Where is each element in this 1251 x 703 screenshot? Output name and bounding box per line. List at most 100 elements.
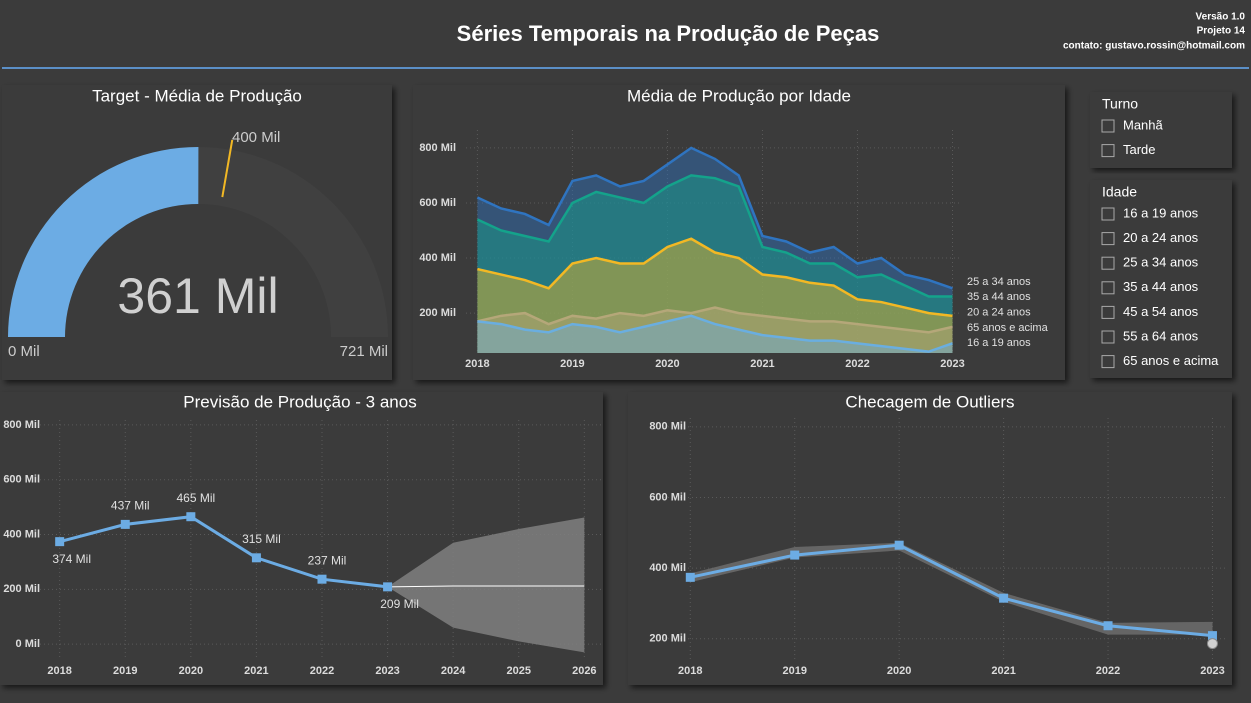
x-tick-label: 2020 bbox=[887, 665, 911, 677]
data-label: 315 Mil bbox=[242, 532, 281, 546]
data-label: 374 Mil bbox=[52, 552, 91, 566]
x-tick-label: 2019 bbox=[113, 665, 137, 677]
gauge-max: 721 Mil bbox=[340, 343, 388, 360]
area bbox=[477, 147, 953, 353]
x-tick-label: 2026 bbox=[572, 665, 596, 677]
y-tick-label: 200 Mil bbox=[649, 633, 686, 645]
marker bbox=[790, 550, 800, 560]
slicer-item[interactable]: 25 a 34 anos bbox=[1123, 255, 1199, 270]
y-tick-label: 200 Mil bbox=[419, 307, 456, 319]
project: Projeto 14 bbox=[1197, 26, 1246, 37]
slicer-item[interactable]: 65 anos e acima bbox=[1123, 353, 1219, 368]
x-tick-label: 2021 bbox=[991, 665, 1015, 677]
checkbox[interactable] bbox=[1101, 330, 1115, 344]
gauge-fill bbox=[8, 147, 199, 337]
gauge-min: 0 Mil bbox=[8, 343, 40, 360]
x-tick-label: 2021 bbox=[750, 358, 774, 370]
x-tick-label: 2020 bbox=[655, 358, 679, 370]
slicer-item[interactable]: 16 a 19 anos bbox=[1123, 205, 1199, 220]
marker bbox=[1207, 631, 1217, 641]
marker bbox=[251, 553, 261, 563]
version: Versão 1.0 bbox=[1196, 12, 1246, 23]
marker bbox=[999, 593, 1009, 603]
checkbox[interactable] bbox=[1101, 232, 1115, 246]
checkbox[interactable] bbox=[1101, 144, 1115, 158]
series-label: 25 a 34 anos bbox=[967, 276, 1031, 288]
y-tick-label: 400 Mil bbox=[649, 562, 686, 574]
marker bbox=[120, 519, 130, 529]
forecast-band bbox=[387, 517, 585, 653]
x-tick-label: 2023 bbox=[375, 665, 399, 677]
checkbox[interactable] bbox=[1101, 119, 1115, 133]
marker bbox=[55, 537, 65, 547]
line bbox=[477, 306, 953, 334]
slicer-item[interactable]: Manhã bbox=[1123, 117, 1164, 132]
outlier bbox=[1206, 638, 1218, 650]
marker bbox=[1103, 621, 1113, 631]
y-tick-label: 800 Mil bbox=[3, 419, 40, 431]
chart-title: Previsão de Produção - 3 anos bbox=[183, 392, 416, 411]
x-tick-label: 2025 bbox=[507, 665, 531, 677]
area bbox=[477, 175, 953, 353]
x-tick-label: 2018 bbox=[47, 665, 71, 677]
x-tick-label: 2019 bbox=[560, 358, 584, 370]
chart-title: Checagem de Outliers bbox=[845, 392, 1014, 411]
area bbox=[477, 238, 953, 353]
y-tick-label: 600 Mil bbox=[3, 474, 40, 486]
y-tick-label: 400 Mil bbox=[419, 252, 456, 264]
y-tick-label: 800 Mil bbox=[419, 142, 456, 154]
line bbox=[476, 174, 953, 298]
y-tick-label: 200 Mil bbox=[3, 583, 40, 595]
x-tick-label: 2022 bbox=[310, 665, 334, 677]
y-tick-label: 400 Mil bbox=[3, 528, 40, 540]
slicer-item[interactable]: Tarde bbox=[1123, 142, 1156, 157]
slicer-item[interactable]: 20 a 24 anos bbox=[1123, 230, 1199, 245]
x-tick-label: 2023 bbox=[940, 358, 964, 370]
x-tick-label: 2020 bbox=[179, 665, 203, 677]
marker bbox=[685, 572, 695, 582]
marker bbox=[317, 574, 327, 584]
area bbox=[477, 315, 953, 353]
slicer-item[interactable]: 35 a 44 anos bbox=[1123, 279, 1199, 294]
y-tick-label: 0 Mil bbox=[16, 638, 40, 650]
chart-title: Target - Média de Produção bbox=[92, 86, 302, 105]
gauge-target bbox=[221, 139, 234, 198]
x-tick-label: 2018 bbox=[465, 358, 489, 370]
marker bbox=[383, 582, 393, 592]
slicer-title: Idade bbox=[1102, 184, 1137, 200]
slicer-item[interactable]: 45 a 54 anos bbox=[1123, 304, 1199, 319]
checkbox[interactable] bbox=[1101, 207, 1115, 221]
x-tick-label: 2023 bbox=[1200, 665, 1224, 677]
x-tick-label: 2018 bbox=[678, 665, 702, 677]
x-tick-label: 2021 bbox=[244, 665, 268, 677]
marker bbox=[186, 512, 196, 522]
data-label: 237 Mil bbox=[308, 553, 347, 567]
contact: contato: gustavo.rossin@hotmail.com bbox=[1063, 41, 1245, 52]
x-tick-label: 2022 bbox=[1096, 665, 1120, 677]
series-label: 65 anos e acima bbox=[967, 322, 1049, 334]
line bbox=[59, 515, 388, 589]
checkbox[interactable] bbox=[1101, 256, 1115, 270]
checkbox[interactable] bbox=[1101, 355, 1115, 369]
line bbox=[689, 543, 1213, 638]
line bbox=[477, 314, 953, 353]
expected-range bbox=[690, 542, 1213, 635]
x-tick-label: 2019 bbox=[782, 665, 806, 677]
series-label: 16 a 19 anos bbox=[967, 337, 1031, 349]
forecast-line bbox=[387, 585, 585, 588]
y-tick-label: 600 Mil bbox=[649, 491, 686, 503]
x-tick-label: 2024 bbox=[441, 665, 466, 677]
x-tick-label: 2022 bbox=[845, 358, 869, 370]
marker bbox=[894, 540, 904, 550]
gauge-target-label: 400 Mil bbox=[232, 129, 280, 146]
slicer-item[interactable]: 55 a 64 anos bbox=[1123, 328, 1199, 343]
checkbox[interactable] bbox=[1101, 305, 1115, 319]
data-label: 465 Mil bbox=[176, 491, 215, 505]
line bbox=[477, 237, 953, 318]
slicer-title: Turno bbox=[1102, 96, 1138, 112]
page-title: Séries Temporais na Produção de Peças bbox=[457, 21, 880, 46]
series-label: 35 a 44 anos bbox=[967, 291, 1031, 303]
y-tick-label: 600 Mil bbox=[419, 197, 456, 209]
checkbox[interactable] bbox=[1101, 281, 1115, 295]
